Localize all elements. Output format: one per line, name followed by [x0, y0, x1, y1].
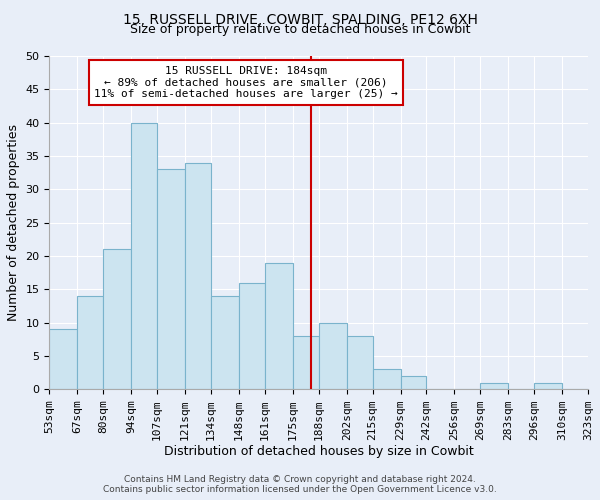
Bar [347, 336, 373, 390]
Bar [49, 330, 77, 390]
Text: Contains HM Land Registry data © Crown copyright and database right 2024.
Contai: Contains HM Land Registry data © Crown c… [103, 474, 497, 494]
Bar [293, 336, 319, 390]
Text: 15, RUSSELL DRIVE, COWBIT, SPALDING, PE12 6XH: 15, RUSSELL DRIVE, COWBIT, SPALDING, PE1… [122, 12, 478, 26]
Bar [103, 250, 131, 390]
Bar [131, 122, 157, 390]
X-axis label: Distribution of detached houses by size in Cowbit: Distribution of detached houses by size … [164, 445, 473, 458]
Bar [481, 382, 508, 390]
Bar [77, 296, 103, 390]
Bar [239, 282, 265, 390]
Bar [211, 296, 239, 390]
Bar [185, 162, 211, 390]
Text: 15 RUSSELL DRIVE: 184sqm
← 89% of detached houses are smaller (206)
11% of semi-: 15 RUSSELL DRIVE: 184sqm ← 89% of detach… [94, 66, 398, 99]
Bar [401, 376, 427, 390]
Bar [319, 322, 347, 390]
Y-axis label: Number of detached properties: Number of detached properties [7, 124, 20, 321]
Bar [157, 170, 185, 390]
Bar [534, 382, 562, 390]
Bar [373, 370, 401, 390]
Text: Size of property relative to detached houses in Cowbit: Size of property relative to detached ho… [130, 22, 470, 36]
Bar [265, 262, 293, 390]
